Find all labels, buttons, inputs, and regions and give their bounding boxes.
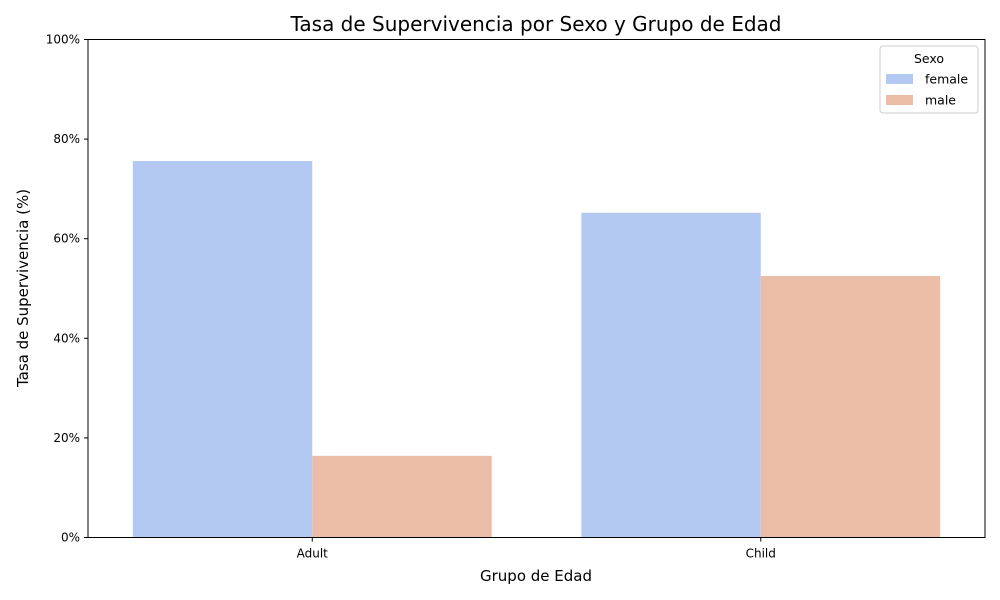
y-axis-label: Tasa de Supervivencia (%) (14, 189, 32, 388)
x-tick-label: Child (746, 547, 776, 561)
x-tick-label: Adult (297, 547, 329, 561)
plot-frame (87, 39, 986, 538)
y-tick-label: 40% (53, 331, 80, 345)
bar-female-child (581, 212, 761, 538)
axes-layer (87, 39, 986, 538)
x-axis-label: Grupo de Edad (480, 567, 592, 585)
chart-title: Tasa de Supervivencia por Sexo y Grupo d… (289, 12, 781, 36)
legend-label-male: male (925, 93, 956, 108)
y-tick-label: 100% (46, 33, 80, 47)
legend-label-female: female (925, 72, 968, 87)
bar-female-adult (132, 161, 313, 538)
x-axis-ticks: Adult Child (297, 537, 776, 561)
y-axis-ticks: 0% 20% 40% 60% 80% 100% (46, 33, 88, 545)
y-tick-label: 20% (53, 431, 80, 445)
bar-male-adult (312, 455, 492, 538)
bar-male-child (760, 276, 941, 538)
bars-layer (132, 161, 941, 538)
legend-swatch-female (886, 74, 913, 84)
legend-swatch-male (886, 95, 913, 105)
legend-title: Sexo (914, 51, 944, 66)
y-tick-label: 0% (61, 531, 80, 545)
y-tick-label: 60% (53, 232, 80, 246)
legend: Sexo female male (879, 45, 979, 114)
y-tick-label: 80% (53, 132, 80, 146)
